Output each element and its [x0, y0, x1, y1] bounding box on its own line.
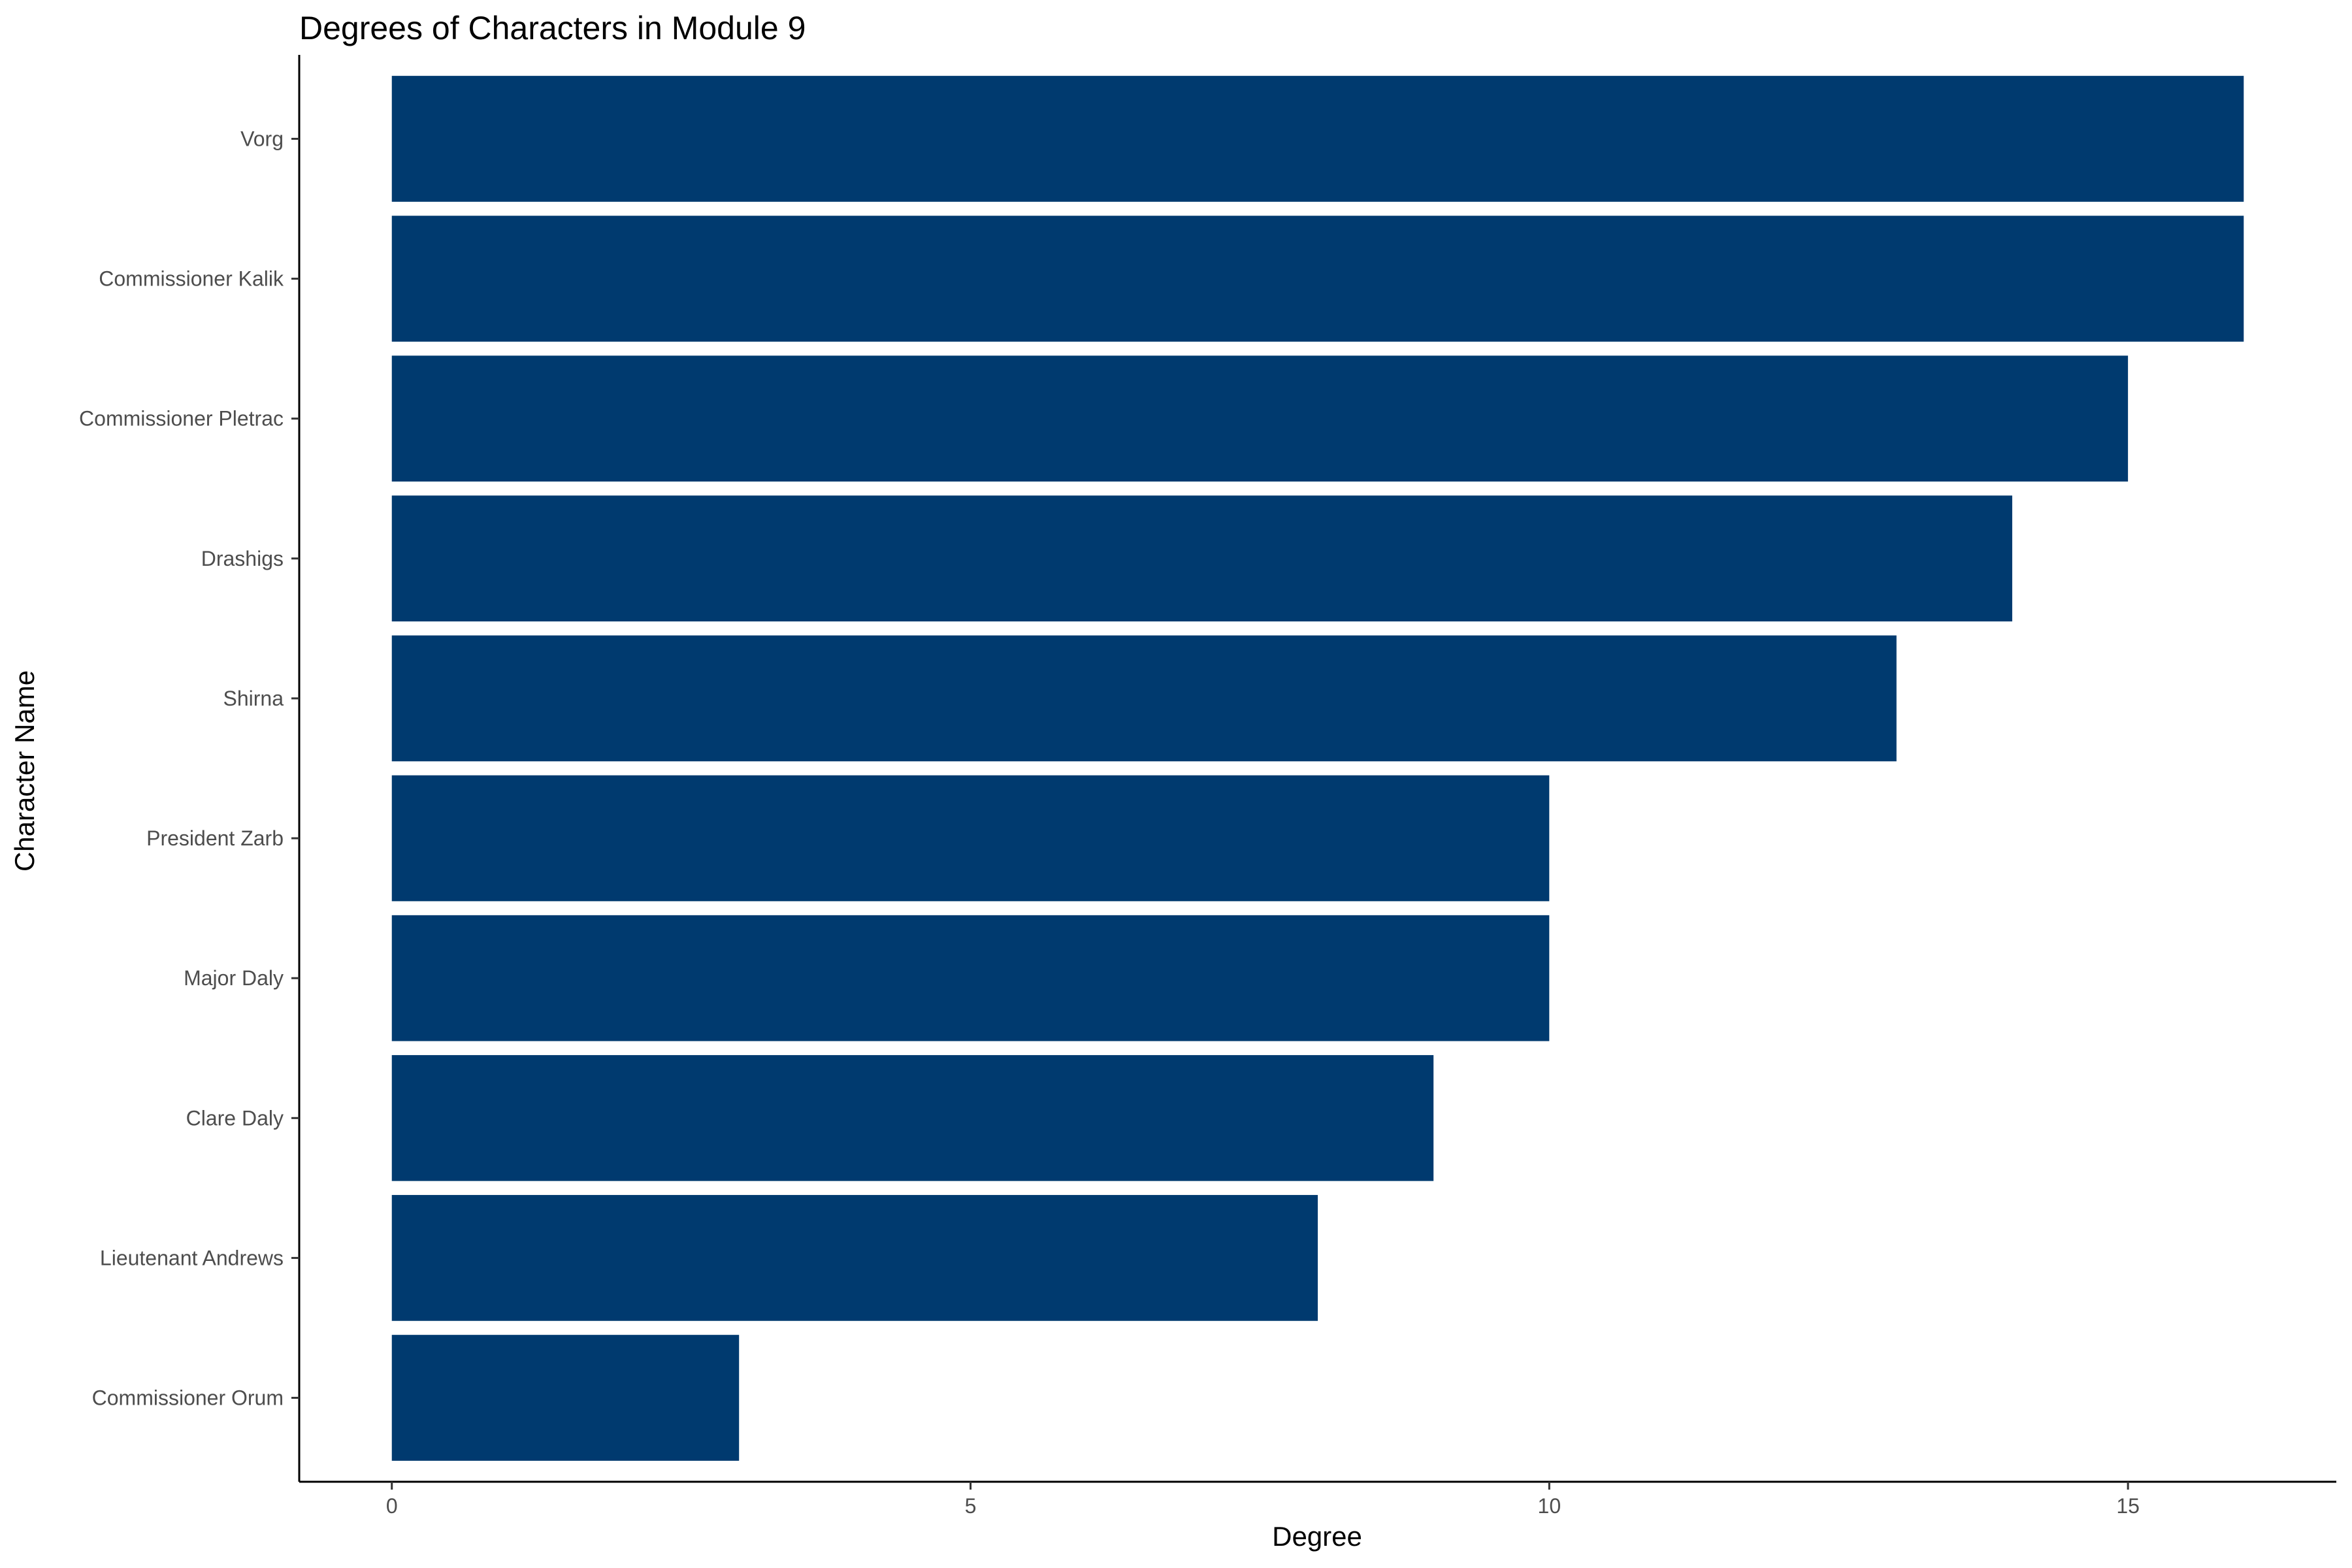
bar-vorg: [391, 76, 2244, 202]
bar-president-zarb: [391, 775, 1550, 902]
bar-clare-daly: [391, 1054, 1434, 1181]
bar-lieutenant-andrews: [391, 1195, 1318, 1321]
bar-major-daly: [391, 915, 1550, 1041]
y-tick-label: Vorg: [240, 127, 284, 150]
bar-shirna: [391, 635, 1897, 762]
x-tick-label: 15: [2116, 1494, 2140, 1518]
bar-commissioner-pletrac: [391, 355, 2129, 482]
y-tick-label: Commissioner Orum: [92, 1386, 284, 1410]
axes: [298, 55, 2336, 1483]
bar-commissioner-kalik: [391, 216, 2244, 342]
x-tick-label: 10: [1538, 1494, 1561, 1518]
chart-title: Degrees of Characters in Module 9: [299, 10, 806, 46]
y-tick-label: Major Daly: [184, 966, 284, 990]
bar-drashigs: [391, 495, 2012, 622]
ticks: Vorg Commissioner Kalik Commissioner Pletr…: [79, 127, 2140, 1518]
y-tick-label: Commissioner Kalik: [99, 267, 284, 291]
y-tick-label: Shirna: [223, 687, 284, 710]
x-tick-label: 5: [965, 1494, 977, 1518]
x-tick-label: 0: [386, 1494, 398, 1518]
bars: [391, 76, 2244, 1461]
y-axis-title: Character Name: [9, 670, 40, 872]
y-tick-label: Clare Daly: [186, 1106, 284, 1130]
y-tick-label: Drashigs: [201, 547, 284, 570]
bar-commissioner-orum: [391, 1335, 740, 1461]
x-axis-title: Degree: [1272, 1521, 1362, 1552]
y-tick-label: President Zarb: [146, 826, 284, 850]
y-tick-label: Lieutenant Andrews: [100, 1246, 284, 1269]
y-tick-label: Commissioner Pletrac: [79, 407, 284, 431]
